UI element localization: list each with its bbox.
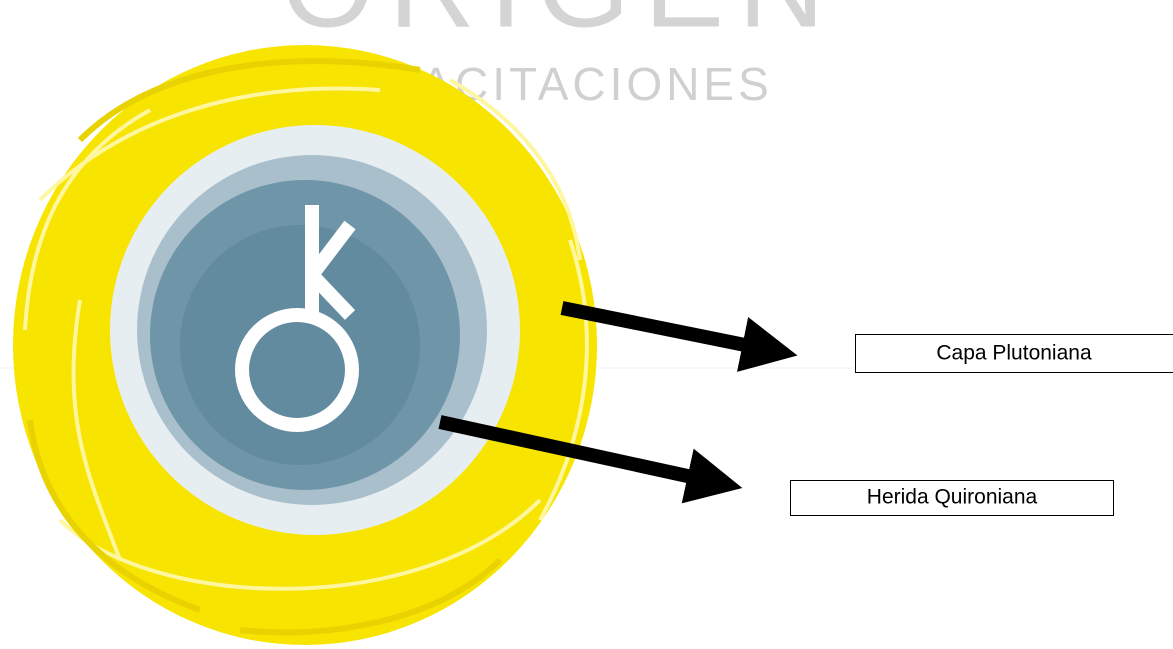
label-text: Capa Plutoniana bbox=[936, 342, 1092, 365]
diagram: ORIGEN CAPACITACIONES Capa Plutoniana He… bbox=[0, 0, 1173, 649]
logo-title: ORIGEN bbox=[281, 0, 838, 53]
chiron-emblem bbox=[110, 125, 520, 535]
label-text: Herida Quironiana bbox=[867, 486, 1038, 509]
page: ORIGEN CAPACITACIONES Capa Plutoniana He… bbox=[0, 0, 1173, 649]
